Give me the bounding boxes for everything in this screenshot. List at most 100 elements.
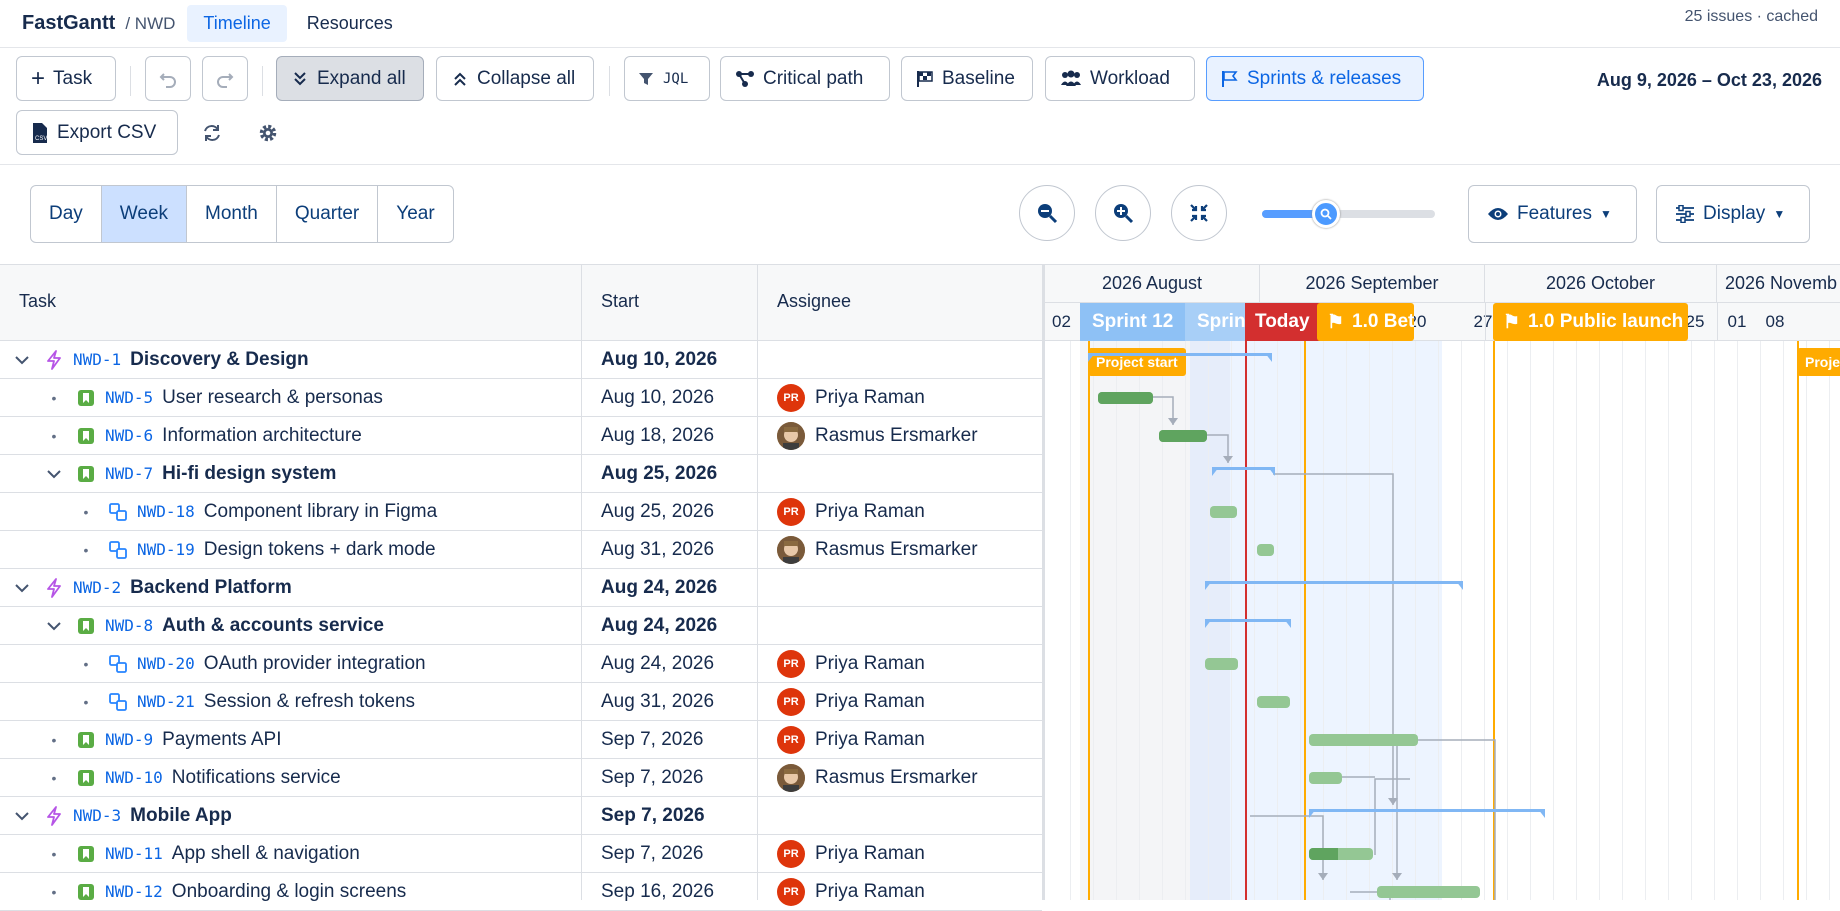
summary-bar[interactable] — [1212, 467, 1275, 481]
assignee-cell[interactable]: PR Priya Raman — [777, 493, 925, 530]
expand-all-button[interactable]: Expand all — [276, 56, 424, 101]
scale-week[interactable]: Week — [101, 186, 188, 242]
start-date-cell[interactable]: Aug 24, 2026 — [601, 614, 718, 636]
issue-key[interactable]: NWD-10 — [105, 768, 163, 787]
table-row[interactable]: • NWD-19 Design tokens + dark mode Aug 31, … — [0, 531, 1042, 569]
dependency-link[interactable] — [1374, 778, 1410, 855]
issue-key[interactable]: NWD-20 — [137, 654, 195, 673]
issue-key[interactable]: NWD-8 — [105, 616, 154, 635]
zoom-in-button[interactable] — [1095, 185, 1151, 241]
start-date-cell[interactable]: Aug 25, 2026 — [601, 462, 718, 484]
issue-key[interactable]: NWD-6 — [105, 426, 154, 445]
assignee-cell[interactable]: Rasmus Ersmarker — [777, 759, 978, 796]
zoom-out-button[interactable] — [1019, 185, 1075, 241]
table-row[interactable]: • NWD-6 Information architecture Aug 18, 20… — [0, 417, 1042, 455]
chevron-down-icon[interactable] — [43, 469, 65, 479]
start-date-cell[interactable]: Sep 7, 2026 — [601, 804, 705, 826]
column-header-assignee[interactable]: Assignee — [777, 291, 852, 311]
milestone-project-start[interactable]: Project start — [1088, 348, 1186, 376]
assignee-cell[interactable]: PR Priya Raman — [777, 379, 925, 416]
workload-button[interactable]: Workload — [1045, 56, 1195, 101]
chevron-down-icon[interactable] — [11, 583, 33, 593]
table-row[interactable]: NWD-7 Hi-fi design system Aug 25, 2026 — [0, 455, 1042, 493]
issue-key[interactable]: NWD-5 — [105, 388, 154, 407]
release-public-launch[interactable]: ⚑ 1.0 Public launch — [1493, 303, 1688, 341]
start-date-cell[interactable]: Sep 7, 2026 — [601, 766, 704, 788]
task-cell[interactable]: • NWD-5 User research & personas — [43, 379, 383, 416]
assignee-cell[interactable]: PR Priya Raman — [777, 835, 925, 872]
task-cell[interactable]: NWD-2 Backend Platform — [11, 569, 292, 606]
table-row[interactable]: • NWD-9 Payments API Sep 7, 2026 PR Priya Ram… — [0, 721, 1042, 759]
dependency-link[interactable] — [1273, 473, 1394, 805]
start-date-cell[interactable]: Aug 24, 2026 — [601, 652, 715, 674]
summary-bar[interactable] — [1309, 809, 1545, 823]
issue-key[interactable]: NWD-18 — [137, 502, 195, 521]
critical-path-button[interactable]: Critical path — [720, 56, 890, 101]
start-date-cell[interactable]: Aug 31, 2026 — [601, 538, 715, 560]
collapse-all-button[interactable]: Collapse all — [436, 56, 594, 101]
refresh-button[interactable] — [197, 118, 227, 148]
task-cell[interactable]: • NWD-20 OAuth provider integration — [75, 645, 426, 682]
task-cell[interactable]: • NWD-9 Payments API — [43, 721, 282, 758]
task-bar[interactable] — [1257, 544, 1274, 556]
issue-key[interactable]: NWD-3 — [73, 806, 122, 825]
task-cell[interactable]: NWD-3 Mobile App — [11, 797, 232, 834]
assignee-cell[interactable]: Rasmus Ersmarker — [777, 417, 978, 454]
today-marker[interactable]: Today — [1245, 303, 1320, 341]
dependency-link[interactable] — [1153, 396, 1174, 425]
task-bar[interactable] — [1377, 886, 1480, 898]
task-cell[interactable]: • NWD-18 Component library in Figma — [75, 493, 438, 530]
issue-key[interactable]: NWD-11 — [105, 844, 163, 863]
milestone-next[interactable]: Proje — [1797, 348, 1840, 376]
summary-bar[interactable] — [1205, 581, 1463, 595]
summary-bar[interactable] — [1088, 353, 1272, 367]
issue-key[interactable]: NWD-9 — [105, 730, 154, 749]
column-divider[interactable] — [757, 265, 758, 900]
zoom-slider-handle[interactable] — [1312, 200, 1340, 228]
issue-key[interactable]: NWD-1 — [73, 350, 122, 369]
add-task-button[interactable]: + Task — [16, 56, 116, 101]
task-cell[interactable]: NWD-8 Auth & accounts service — [43, 607, 384, 644]
start-date-cell[interactable]: Sep 7, 2026 — [601, 842, 704, 864]
table-row[interactable]: • NWD-21 Session & refresh tokens Aug 31, 2… — [0, 683, 1042, 721]
task-cell[interactable]: • NWD-19 Design tokens + dark mode — [75, 531, 436, 568]
features-dropdown[interactable]: Features ▼ — [1468, 185, 1637, 243]
issue-key[interactable]: NWD-2 — [73, 578, 122, 597]
table-row[interactable]: • NWD-18 Component library in Figma Aug 25,… — [0, 493, 1042, 531]
table-row[interactable]: NWD-1 Discovery & Design Aug 10, 2026 — [0, 341, 1042, 379]
task-bar[interactable] — [1098, 392, 1153, 404]
issue-key[interactable]: NWD-19 — [137, 540, 195, 559]
table-row[interactable]: • NWD-20 OAuth provider integration Aug 24,… — [0, 645, 1042, 683]
issue-key[interactable]: NWD-12 — [105, 882, 163, 901]
issue-key[interactable]: NWD-7 — [105, 464, 154, 483]
tab-resources[interactable]: Resources — [306, 13, 393, 33]
dependency-link[interactable] — [1205, 434, 1229, 463]
column-divider[interactable] — [581, 265, 582, 900]
table-row[interactable]: NWD-3 Mobile App Sep 7, 2026 — [0, 797, 1042, 835]
chevron-down-icon[interactable] — [11, 355, 33, 365]
task-cell[interactable]: • NWD-6 Information architecture — [43, 417, 362, 454]
scale-month[interactable]: Month — [187, 186, 277, 242]
start-date-cell[interactable]: Aug 18, 2026 — [601, 424, 715, 446]
sprint-13-label[interactable]: Sprin — [1185, 303, 1245, 341]
start-date-cell[interactable]: Aug 25, 2026 — [601, 500, 715, 522]
task-cell[interactable]: NWD-1 Discovery & Design — [11, 341, 309, 378]
scale-quarter[interactable]: Quarter — [277, 186, 379, 242]
task-cell[interactable]: NWD-7 Hi-fi design system — [43, 455, 336, 492]
assignee-cell[interactable]: PR Priya Raman — [777, 873, 925, 910]
task-cell[interactable]: • NWD-11 App shell & navigation — [43, 835, 360, 872]
chevron-down-icon[interactable] — [11, 811, 33, 821]
fit-to-screen-button[interactable] — [1171, 185, 1227, 241]
column-header-task[interactable]: Task — [19, 291, 57, 311]
task-cell[interactable]: • NWD-12 Onboarding & login screens — [43, 873, 407, 910]
start-date-cell[interactable]: Sep 16, 2026 — [601, 880, 715, 902]
baseline-button[interactable]: Baseline — [901, 56, 1033, 101]
assignee-cell[interactable]: PR Priya Raman — [777, 645, 925, 682]
scale-day[interactable]: Day — [31, 186, 102, 242]
assignee-cell[interactable]: PR Priya Raman — [777, 721, 925, 758]
export-csv-button[interactable]: CSV Export CSV — [16, 110, 178, 155]
task-bar[interactable] — [1309, 848, 1373, 860]
task-bar[interactable] — [1309, 734, 1418, 746]
dependency-link[interactable] — [1410, 739, 1496, 900]
task-bar[interactable] — [1159, 430, 1207, 442]
